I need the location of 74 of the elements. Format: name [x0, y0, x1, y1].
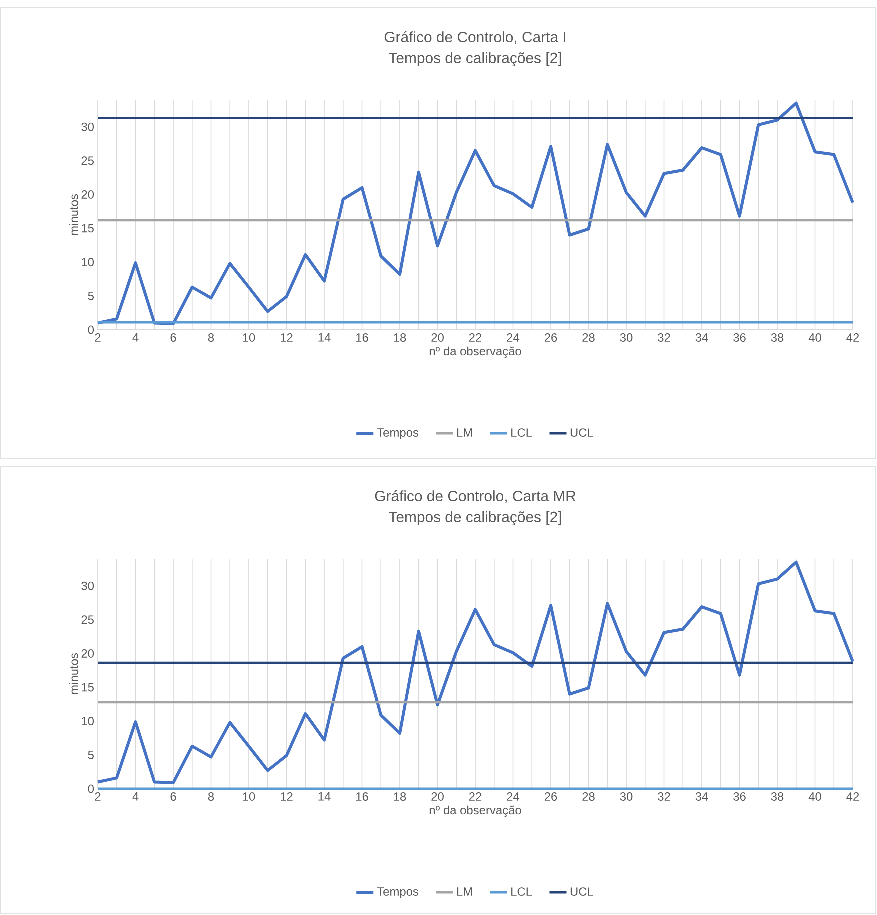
- y-tick-label: 15: [82, 224, 94, 233]
- y-tick-label: 15: [82, 683, 94, 692]
- x-tick-label: 28: [582, 792, 595, 801]
- y-tick-label: 25: [82, 616, 94, 624]
- x-tick-label: 36: [734, 334, 746, 342]
- x-tick-label: 38: [771, 792, 784, 801]
- x-tick-label: 4: [132, 792, 139, 801]
- x-tick-label: 36: [734, 792, 746, 801]
- y-tick-label: 20: [82, 649, 94, 658]
- chart-subtitle: Tempos de calibrações [2]: [389, 52, 562, 66]
- x-tick-label: 8: [208, 334, 214, 342]
- x-tick-label: 10: [243, 334, 256, 342]
- line-series: [96, 560, 855, 784]
- legend-label: LM: [457, 888, 472, 896]
- x-tick-label: 14: [318, 792, 331, 801]
- x-tick-label: 20: [432, 334, 444, 342]
- y-tick-label: 10: [82, 258, 94, 267]
- x-tick-label: 18: [394, 334, 406, 342]
- x-tick-label: 22: [469, 792, 482, 801]
- y-tick-label: 25: [82, 156, 94, 166]
- y-tick-label: 0: [88, 326, 94, 334]
- y-tick-label: 30: [82, 582, 94, 590]
- x-tick-label: 24: [507, 792, 520, 801]
- x-tick-label: 26: [544, 334, 558, 342]
- x-tick-label: 6: [170, 792, 176, 801]
- x-tick-label: 34: [696, 334, 708, 342]
- x-tick-label: 24: [507, 334, 520, 342]
- x-tick-label: 18: [394, 792, 406, 801]
- x-tick-label: 12: [281, 334, 293, 342]
- x-tick-label: 16: [356, 792, 368, 801]
- x-tick-label: 28: [582, 334, 595, 342]
- x-tick-label: 14: [318, 334, 331, 342]
- y-tick-label: 0: [88, 784, 94, 794]
- x-axis-title: nº da observação: [430, 346, 522, 358]
- legend-label: LCL: [512, 888, 532, 896]
- x-tick-label: 32: [658, 792, 670, 801]
- x-tick-label: 42: [846, 792, 860, 801]
- y-tick-label: 5: [88, 751, 94, 760]
- x-tick-label: 2: [95, 792, 101, 801]
- chart-subtitle: Tempos de calibrações [2]: [389, 512, 562, 526]
- x-tick-label: 8: [208, 792, 214, 801]
- x-tick-label: 40: [808, 792, 822, 801]
- x-tick-label: 10: [243, 792, 256, 801]
- x-tick-label: 38: [771, 334, 784, 342]
- y-axis-title: minutos: [70, 194, 78, 236]
- chart-title: Gráfico de Controlo, Carta I: [384, 31, 566, 44]
- x-axis-title: nº da observação: [430, 806, 522, 818]
- x-tick-label: 4: [132, 334, 139, 342]
- x-tick-label: 2: [95, 334, 101, 342]
- chart-title: Gráfico de Controlo, Carta MR: [375, 490, 576, 504]
- x-tick-label: 30: [620, 792, 633, 801]
- legend-label: LCL: [512, 428, 532, 438]
- x-tick-label: 42: [846, 334, 860, 342]
- line-series: [96, 102, 855, 326]
- x-tick-label: 32: [658, 334, 670, 342]
- x-tick-label: 22: [469, 334, 482, 342]
- x-tick-label: 30: [620, 334, 633, 342]
- y-tick-label: 5: [88, 292, 94, 300]
- y-tick-label: 30: [82, 122, 94, 132]
- x-tick-label: 40: [808, 334, 822, 342]
- legend-label: Tempos: [377, 888, 419, 898]
- legend-label: UCL: [570, 428, 594, 438]
- x-tick-label: 34: [696, 792, 708, 801]
- y-tick-label: 20: [82, 190, 94, 199]
- x-tick-label: 12: [281, 792, 293, 801]
- x-tick-label: 20: [432, 792, 444, 801]
- x-tick-label: 6: [170, 334, 176, 342]
- legend-label: UCL: [570, 888, 594, 896]
- y-axis-title: minutos: [70, 654, 78, 694]
- legend-label: Tempos: [377, 428, 419, 440]
- y-tick-label: 10: [82, 717, 94, 726]
- x-tick-label: 26: [544, 792, 558, 801]
- x-tick-label: 16: [356, 334, 368, 342]
- legend-label: LM: [457, 428, 472, 437]
